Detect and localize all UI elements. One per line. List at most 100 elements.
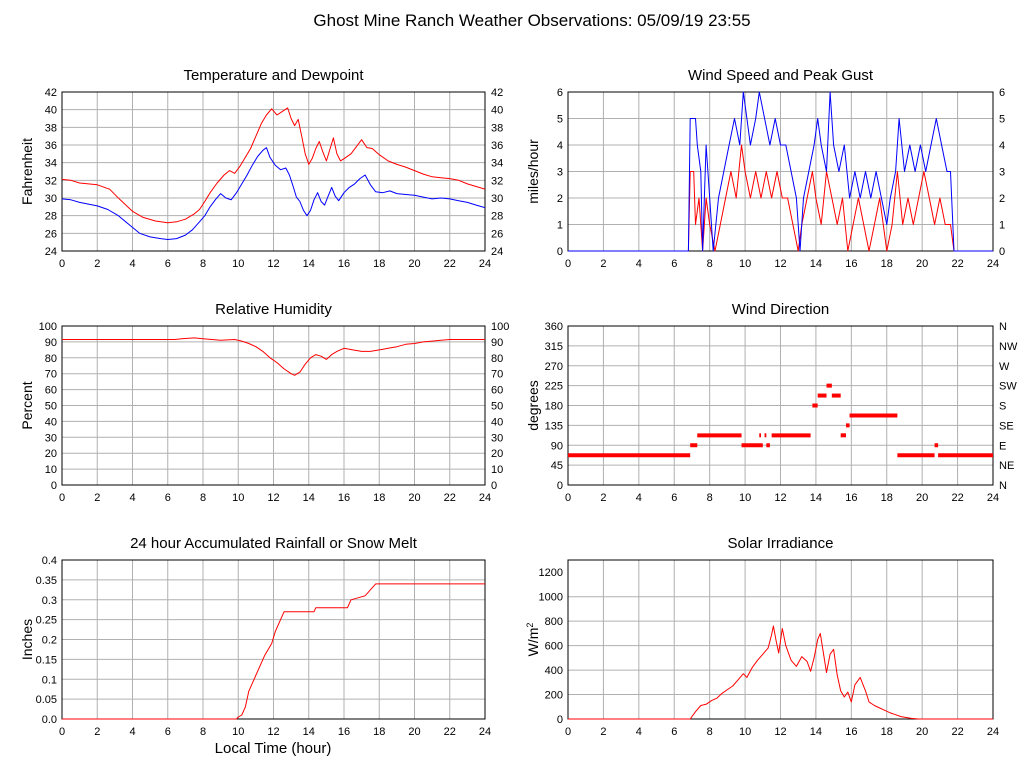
wdir-right-tick-label: N <box>999 480 1007 492</box>
temp-right-tick-label: 42 <box>491 87 503 99</box>
solar-series-0-line <box>568 625 993 720</box>
temp-xtick-label: 12 <box>267 258 279 270</box>
solar-plot-area <box>568 625 993 720</box>
page-title: Ghost Mine Ranch Weather Observations: 0… <box>313 11 750 30</box>
solar-xtick-label: 10 <box>739 726 751 738</box>
rain-xtick-label: 10 <box>232 726 244 738</box>
wdir-xtick-label: 12 <box>774 492 786 504</box>
rh-ytick-label: 20 <box>45 448 57 460</box>
solar-ytick-label: 1000 <box>539 592 563 604</box>
wind-ytick-label: 4 <box>557 140 563 152</box>
rh-xtick-label: 6 <box>165 492 171 504</box>
wdir-ytick-label: 45 <box>551 460 563 472</box>
wdir-xtick-label: 8 <box>707 492 713 504</box>
rain-plot-area <box>62 583 485 720</box>
wind-xtick-label: 10 <box>739 258 751 270</box>
wdir-xtick-label: 16 <box>845 492 857 504</box>
temp-ytick-label: 32 <box>45 175 57 187</box>
wdir-xtick-label: 10 <box>739 492 751 504</box>
wind-ytick-label: 5 <box>557 114 563 126</box>
temp-ytick-label: 26 <box>45 228 57 240</box>
rh-xtick-label: 24 <box>479 492 491 504</box>
wdir-xtick-label: 20 <box>916 492 928 504</box>
rh-ytick-label: 10 <box>45 464 57 476</box>
wdir-xtick-label: 2 <box>600 492 606 504</box>
wind-xtick-label: 14 <box>810 258 822 270</box>
wind-xtick-label: 22 <box>951 258 963 270</box>
wdir-xtick-label: 14 <box>810 492 822 504</box>
temp-frame <box>61 91 486 252</box>
wind-plot-area <box>568 91 993 252</box>
rain-ytick-label: 0.0 <box>42 714 57 726</box>
rain-ytick-label: 0.35 <box>36 575 57 587</box>
rain-series-0-line <box>62 583 485 720</box>
wind-ytick-label: 6 <box>557 87 563 99</box>
temp-xtick-label: 6 <box>165 258 171 270</box>
wdir-xtick-label: 4 <box>636 492 642 504</box>
temp-right-tick-label: 32 <box>491 175 503 187</box>
rain-xtick-label: 2 <box>94 726 100 738</box>
temp-right-tick-label: 36 <box>491 140 503 152</box>
temp-right-tick-label: 34 <box>491 158 503 170</box>
rain-ytick-label: 0.3 <box>42 595 57 607</box>
rh-ytick-label: 50 <box>45 401 57 413</box>
solar-xtick-label: 18 <box>881 726 893 738</box>
solar-ytick-label: 1200 <box>539 567 563 579</box>
temp-ylabel: Fahrenheit <box>19 138 35 205</box>
rh-ytick-label: 90 <box>45 337 57 349</box>
rh-ytick-label: 30 <box>45 432 57 444</box>
rh-ytick-label: 70 <box>45 369 57 381</box>
wind-series-1-line <box>568 91 993 252</box>
rh-right-tick-label: 70 <box>491 369 503 381</box>
wind-xtick-label: 4 <box>636 258 642 270</box>
rh-xtick-label: 18 <box>373 492 385 504</box>
wdir-ytick-label: 90 <box>551 440 563 452</box>
rh-ytick-label: 0 <box>51 480 57 492</box>
rh-ylabel: Percent <box>19 381 35 429</box>
rh-frame <box>61 325 486 486</box>
wind-title: Wind Speed and Peak Gust <box>688 67 874 84</box>
solar-xtick-label: 12 <box>774 726 786 738</box>
temp-ytick-label: 34 <box>45 158 57 170</box>
rain-xtick-label: 18 <box>373 726 385 738</box>
wind-right-tick-label: 5 <box>999 114 1005 126</box>
rain-xtick-label: 14 <box>303 726 315 738</box>
rh-series-0-line <box>62 337 485 376</box>
temp-right-tick-label: 40 <box>491 105 503 117</box>
rain-ytick-label: 0.25 <box>36 615 57 627</box>
rh-right-tick-label: 90 <box>491 337 503 349</box>
wdir-xtick-label: 18 <box>881 492 893 504</box>
temp-xtick-label: 8 <box>200 258 206 270</box>
rh-ytick-label: 60 <box>45 385 57 397</box>
rain-ytick-label: 0.15 <box>36 654 57 666</box>
solar-ylabel-sup: 2 <box>525 623 535 628</box>
rain-xtick-label: 24 <box>479 726 491 738</box>
temp-xtick-label: 22 <box>444 258 456 270</box>
wind-xtick-label: 2 <box>600 258 606 270</box>
temp-xtick-label: 16 <box>338 258 350 270</box>
wind-series-0-line <box>568 144 993 252</box>
rh-xtick-label: 20 <box>408 492 420 504</box>
solar-xtick-label: 6 <box>671 726 677 738</box>
temp-right-tick-label: 30 <box>491 193 503 205</box>
wdir-right-tick-label: S <box>999 401 1006 413</box>
rh-ytick-label: 80 <box>45 353 57 365</box>
wdir-title: Wind Direction <box>732 301 830 318</box>
wind-xtick-label: 20 <box>916 258 928 270</box>
wind-xtick-label: 0 <box>565 258 571 270</box>
rh-xtick-label: 0 <box>59 492 65 504</box>
solar-ytick-label: 600 <box>545 641 563 653</box>
rh-right-tick-label: 20 <box>491 448 503 460</box>
temp-plot-area <box>62 107 485 240</box>
wdir-xtick-label: 0 <box>565 492 571 504</box>
temp-xtick-label: 18 <box>373 258 385 270</box>
rh-xtick-label: 2 <box>94 492 100 504</box>
solar-xtick-label: 20 <box>916 726 928 738</box>
wdir-ytick-label: 225 <box>545 381 563 393</box>
solar-xtick-label: 8 <box>707 726 713 738</box>
rh-xtick-label: 8 <box>200 492 206 504</box>
rh-title: Relative Humidity <box>215 301 332 318</box>
